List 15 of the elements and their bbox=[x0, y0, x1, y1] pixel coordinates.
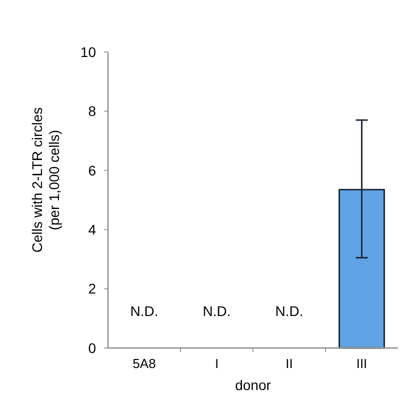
x-axis-title: donor bbox=[235, 377, 272, 393]
x-tick-label: I bbox=[214, 356, 219, 371]
x-tick-label: 5A8 bbox=[132, 356, 156, 371]
text: N.D. bbox=[130, 303, 158, 319]
y-tick-label: 0 bbox=[88, 340, 96, 356]
x-tick-label: II bbox=[286, 356, 293, 371]
y-axis-title: Cells with 2-LTR circles (per 1,000 cells) bbox=[29, 107, 62, 253]
text: N.D. bbox=[202, 303, 231, 319]
x-tick-label: III bbox=[356, 356, 368, 371]
y-tick-label: 10 bbox=[80, 44, 96, 60]
y-tick-label: 6 bbox=[88, 162, 96, 178]
y-tick-label: 4 bbox=[88, 222, 96, 238]
y-tick-label: 8 bbox=[88, 103, 96, 120]
text: N.D. bbox=[275, 303, 304, 319]
y-tick-label: 2 bbox=[88, 280, 96, 297]
